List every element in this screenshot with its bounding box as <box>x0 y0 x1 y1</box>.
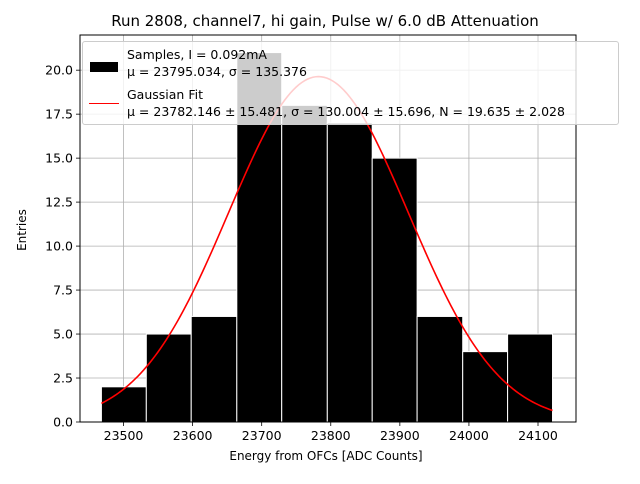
y-tick-label: 12.5 <box>45 195 73 210</box>
histogram-bar <box>281 104 328 423</box>
legend-swatch-samples <box>90 62 118 72</box>
histogram-bar <box>190 315 238 423</box>
legend-stats-samples: μ = 23795.034, σ = 135.376 <box>127 64 307 79</box>
x-tick-label: 24100 <box>518 428 558 443</box>
y-tick-label: 2.5 <box>53 371 73 386</box>
legend-label-fit: Gaussian Fit <box>127 87 203 102</box>
axis-ticks: 23500 23600 23700 23800 23900 24000 24100 0.0 2.… <box>45 63 558 443</box>
histogram-bar <box>145 333 192 423</box>
x-tick-label: 23500 <box>104 428 144 443</box>
y-tick-label: 10.0 <box>45 239 73 254</box>
chart-title: Run 2808, channel7, hi gain, Pulse w/ 6.… <box>111 12 539 30</box>
legend-stats-fit: μ = 23782.146 ± 15.481, σ = 130.004 ± 15… <box>127 104 565 119</box>
legend-swatch-fit <box>89 103 119 104</box>
y-tick-label: 15.0 <box>45 151 73 166</box>
y-tick-label: 5.0 <box>53 327 73 342</box>
plot-frame <box>79 34 577 423</box>
x-tick-label: 23700 <box>242 428 282 443</box>
legend: Samples, I = 0.092mA μ = 23795.034, σ = … <box>82 41 619 125</box>
y-axis-label: Entries <box>15 209 29 251</box>
x-tick-label: 23900 <box>380 428 420 443</box>
y-tick-label: 17.5 <box>45 107 73 122</box>
y-tick-label: 20.0 <box>45 63 73 78</box>
x-tick-label: 23800 <box>311 428 351 443</box>
x-tick-label: 23600 <box>173 428 213 443</box>
histogram-bar <box>326 122 373 423</box>
y-tick-label: 0.0 <box>53 415 73 430</box>
legend-label-samples: Samples, I = 0.092mA <box>127 47 267 62</box>
histogram-bar <box>100 386 147 423</box>
histogram-bar <box>371 157 418 423</box>
x-axis-label: Energy from OFCs [ADC Counts] <box>229 449 423 463</box>
histogram-bar <box>416 315 464 423</box>
x-tick-label: 24000 <box>449 428 489 443</box>
histogram-bars <box>100 52 554 423</box>
histogram-bar <box>462 351 509 423</box>
y-tick-label: 7.5 <box>53 283 73 298</box>
